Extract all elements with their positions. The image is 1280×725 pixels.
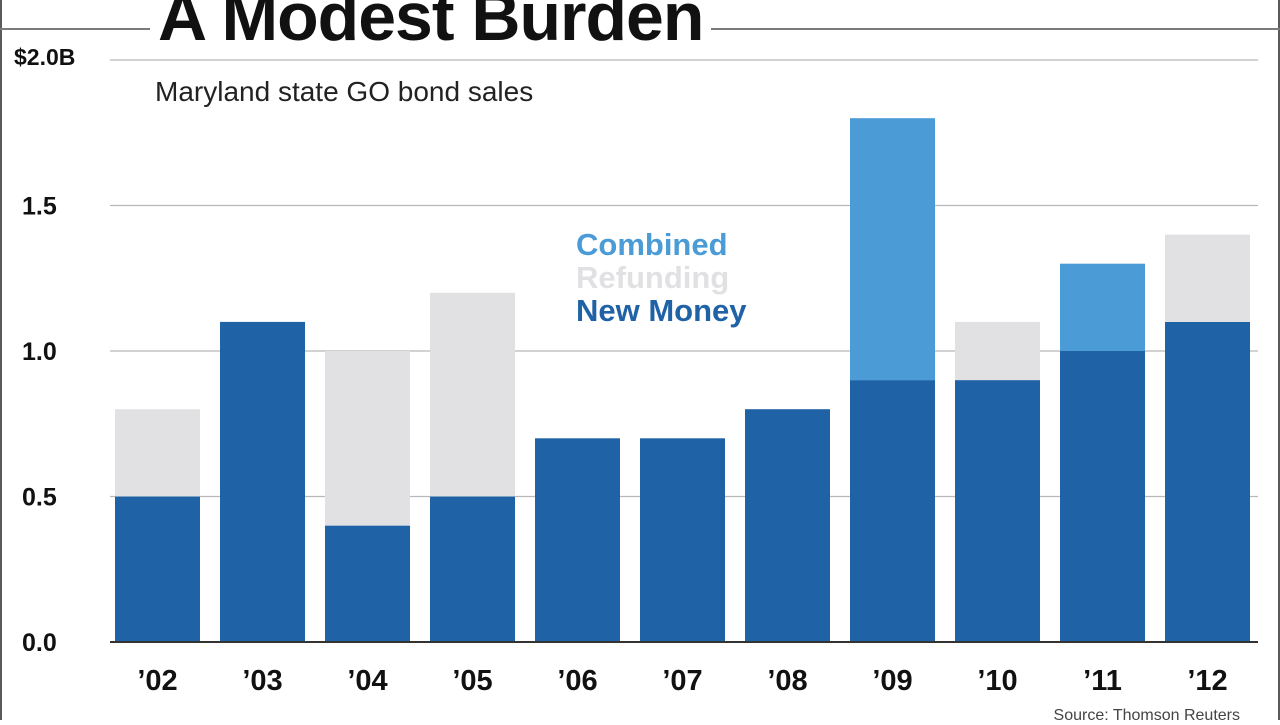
x-tick-label: ’03 — [242, 665, 282, 697]
chart-title: A Modest Burden — [150, 0, 712, 56]
legend: Combined Refunding New Money — [576, 228, 747, 327]
x-tick-label: ’05 — [452, 665, 492, 697]
legend-item-refunding: Refunding — [576, 260, 730, 295]
y-axis-unit-label: $2.0B — [14, 44, 76, 70]
legend-item-new-money: New Money — [576, 293, 747, 328]
x-tick-label: ’06 — [557, 665, 597, 697]
bar-new-money-10 — [1165, 321, 1250, 642]
bar-refunding-2 — [325, 351, 410, 526]
source-note: Source: Thomson Reuters — [1053, 707, 1240, 724]
x-tick-label: ’12 — [1187, 665, 1227, 697]
x-tick-label: ’08 — [767, 665, 807, 697]
bar-new-money-6 — [745, 409, 830, 642]
y-tick-label: 1.5 — [22, 193, 57, 221]
x-tick-label: ’11 — [1083, 665, 1122, 697]
bar-new-money-5 — [640, 438, 725, 642]
x-tick-label: ’07 — [662, 665, 702, 697]
x-tick-label: ’09 — [872, 665, 912, 697]
chart-subtitle: Maryland state GO bond sales — [155, 76, 534, 107]
bar-refunding-0 — [115, 409, 200, 497]
bar-new-money-8 — [955, 380, 1040, 642]
bar-refunding-10 — [1165, 234, 1250, 322]
bar-new-money-9 — [1060, 351, 1145, 642]
bar-new-money-4 — [535, 438, 620, 642]
x-tick-label: ’04 — [347, 665, 387, 697]
y-tick-label: 0.5 — [22, 484, 57, 512]
bar-new-money-3 — [430, 496, 515, 642]
bar-new-money-2 — [325, 525, 410, 642]
bar-refunding-3 — [430, 292, 515, 497]
bar-combined-7 — [850, 118, 935, 381]
bar-new-money-7 — [850, 380, 935, 642]
y-tick-label: 0.0 — [22, 629, 57, 657]
y-tick-label: 1.0 — [22, 338, 57, 366]
x-tick-label: ’02 — [137, 665, 177, 697]
bar-new-money-0 — [115, 496, 200, 642]
legend-item-combined: Combined — [576, 227, 728, 262]
bar-combined-9 — [1060, 263, 1145, 351]
bar-new-money-1 — [220, 321, 305, 642]
x-tick-label: ’10 — [977, 665, 1017, 697]
bar-refunding-8 — [955, 321, 1040, 381]
